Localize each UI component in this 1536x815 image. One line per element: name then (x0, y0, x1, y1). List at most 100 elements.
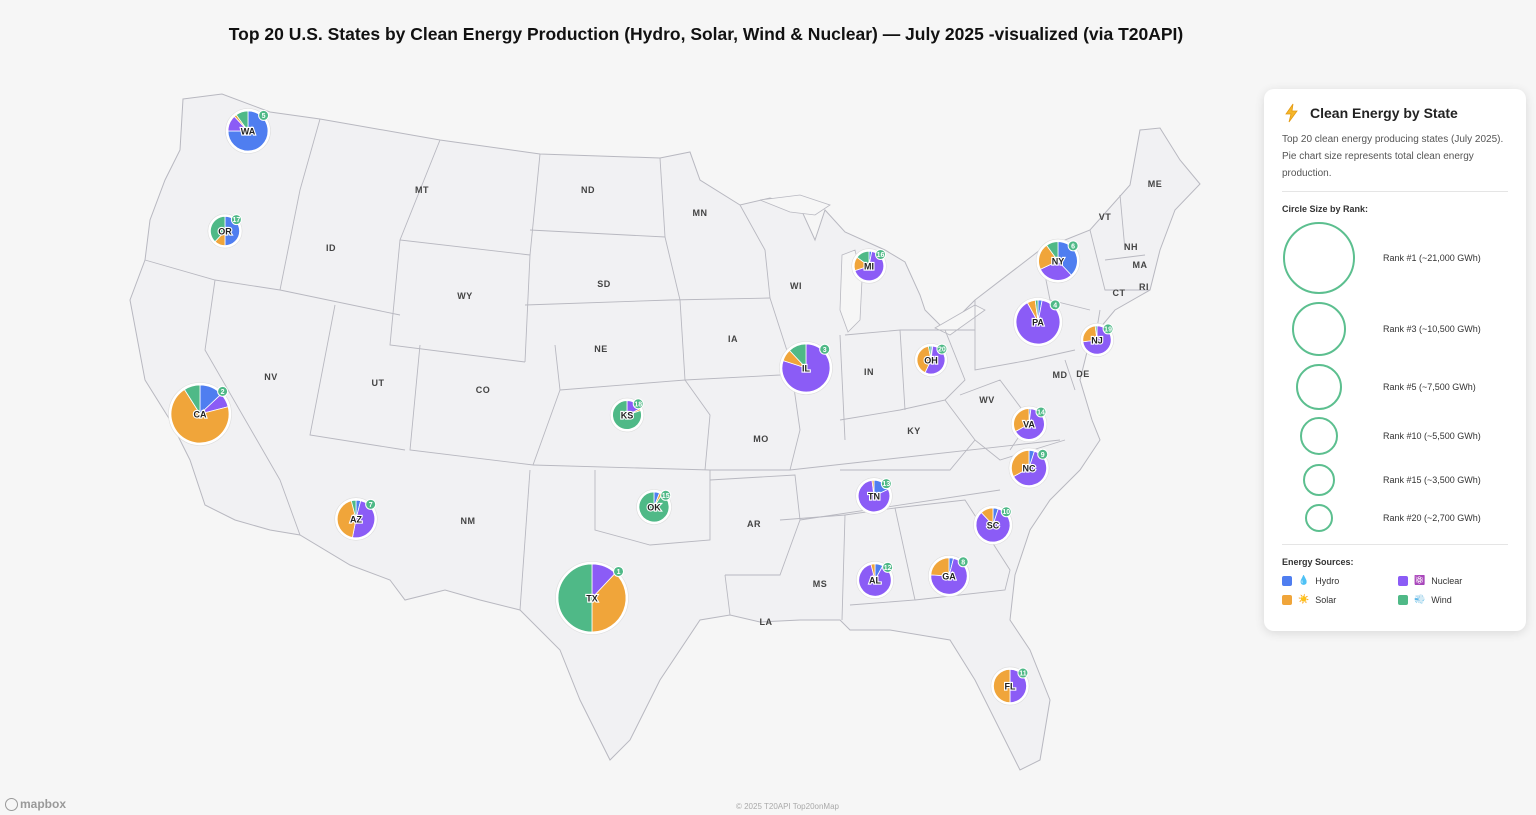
mapbox-logo[interactable]: mapbox (5, 797, 66, 811)
state-pie-il[interactable]: IL 3 (779, 341, 833, 395)
hydro-icon: 💧 (1298, 575, 1310, 585)
rank-number: 19 (1104, 326, 1112, 333)
state-label-mo: MO (753, 434, 769, 444)
rank-badge (230, 214, 242, 226)
pie-state-label: OH (924, 356, 938, 366)
map-title: Top 20 U.S. States by Clean Energy Produ… (228, 24, 1184, 44)
legend-description: Top 20 clean energy producing states (Ju… (1282, 131, 1508, 192)
state-pie-nc[interactable]: NC 9 (1008, 447, 1050, 489)
size-label: Rank #5 (~7,500 GWh) (1383, 382, 1476, 392)
rank-badge (1067, 240, 1079, 252)
pie-slice-wind (638, 491, 670, 523)
pie-state-label: TN (868, 492, 880, 502)
rank-number: 10 (1002, 509, 1010, 516)
pie-slice-solar (1011, 449, 1030, 478)
rank-number: 4 (1053, 302, 1057, 309)
pie-slice-solar (871, 479, 875, 497)
nuclear-label: Nuclear (1431, 575, 1463, 586)
source-hydro: 💧 Hydro (1282, 575, 1398, 586)
pie-slice-solar (591, 572, 627, 633)
state-label-ar: AR (747, 519, 761, 529)
state-labels: MT ND MN ID WY SD NE NV UT CO IA WI MO IN KY WV MD DE ME VT… (264, 179, 1162, 627)
source-wind: 💨 Wind (1398, 594, 1508, 605)
rank-badge (1000, 506, 1012, 518)
pie-state-label: NY (1052, 257, 1065, 267)
lake-superior (759, 194, 831, 216)
state-pie-ca[interactable]: CA 2 (168, 382, 232, 446)
state-pie-wa[interactable]: WA 5 (225, 108, 271, 154)
state-pie-tx[interactable]: TX 1 (555, 561, 629, 635)
state-pie-ga[interactable]: GA 8 (927, 554, 970, 597)
state-pie-ny[interactable]: NY 6 (1035, 238, 1081, 284)
pie-slice-wind (1034, 299, 1039, 323)
pie-state-label: TX (586, 594, 598, 604)
pie-slice-wind (927, 345, 932, 361)
rank-number: 3 (823, 347, 827, 354)
size-row: Rank #5 (~7,500 GWh) (1282, 364, 1512, 410)
pie-slice-solar (336, 500, 357, 538)
nuclear-swatch (1398, 575, 1408, 586)
rank-badge (1035, 406, 1047, 418)
pie-state-label: SC (987, 521, 1000, 531)
wind-icon: 💨 (1414, 594, 1426, 604)
state-label-la: LA (760, 617, 773, 627)
state-label-ct: CT (1113, 288, 1126, 298)
size-row: Rank #20 (~2,700 GWh) (1282, 504, 1512, 532)
divider (1282, 544, 1508, 545)
legend-title: Clean Energy by State (1310, 105, 1458, 121)
attribution[interactable]: © 2025 T20API Top20onMap (735, 802, 839, 811)
pie-slice-nuclear (857, 479, 891, 513)
rank-badge (819, 343, 831, 355)
rank-number: 16 (877, 252, 885, 259)
pie-state-label: IL (802, 364, 811, 374)
rank-badge (1037, 448, 1049, 460)
state-label-ne: NE (594, 344, 608, 354)
size-circle (1296, 364, 1342, 410)
pie-slice-nuclear (352, 500, 376, 539)
rank-badge (936, 343, 948, 355)
pie-state-label: OR (218, 227, 232, 237)
rank-badge (258, 109, 270, 121)
pie-slice-wind (235, 110, 249, 133)
state-borders (144, 118, 1150, 621)
wind-swatch (1398, 594, 1408, 605)
state-label-mt: MT (415, 185, 429, 195)
legend-panel: Clean Energy by State Top 20 clean energ… (1264, 89, 1526, 631)
state-pie-az[interactable]: AZ 7 (334, 497, 378, 541)
rank-number: 14 (1037, 409, 1045, 416)
rank-number: 9 (1041, 452, 1045, 459)
state-label-wi: WI (790, 281, 802, 291)
size-circle (1303, 464, 1335, 496)
pie-state-label: AL (869, 576, 881, 586)
rank-badge (632, 398, 644, 410)
solar-swatch (1282, 594, 1292, 605)
state-label-wy: WY (457, 291, 473, 301)
state-label-de: DE (1076, 369, 1090, 379)
rank-badge (613, 565, 625, 577)
state-pie-pa[interactable]: PA 4 (1013, 297, 1063, 347)
size-circle (1305, 504, 1333, 532)
pie-slice-wind (350, 499, 357, 520)
size-label: Rank #1 (~21,000 GWh) (1383, 253, 1481, 263)
state-label-ms: MS (813, 579, 828, 589)
size-row: Rank #15 (~3,500 GWh) (1282, 464, 1512, 496)
legend-header: Clean Energy by State (1282, 103, 1508, 123)
state-label-mn: MN (693, 208, 708, 218)
state-label-ky: KY (907, 426, 921, 436)
state-label-id: ID (326, 243, 336, 253)
pie-state-label: MI (864, 262, 874, 272)
sources-section-title: Energy Sources: (1282, 557, 1354, 567)
